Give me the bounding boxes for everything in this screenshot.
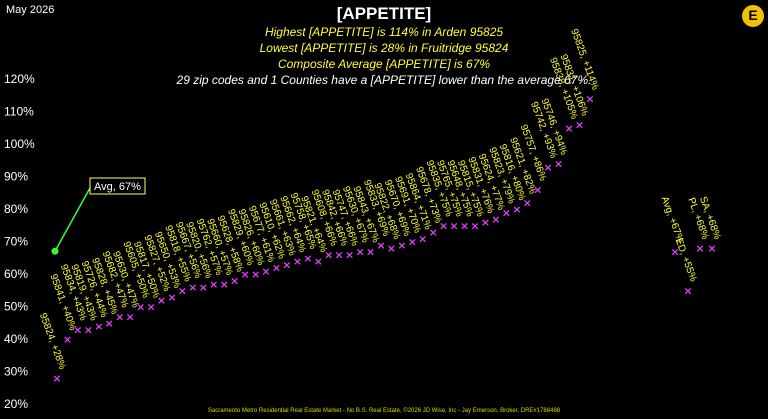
data-point-marker: ×	[335, 249, 344, 262]
data-point-marker: ×	[146, 301, 155, 314]
data-point-marker: ×	[94, 320, 103, 333]
data-point-marker: ×	[126, 310, 135, 323]
data-point-marker: ×	[502, 206, 511, 219]
y-tick-label: 30%	[4, 365, 28, 379]
data-point-marker: ×	[429, 226, 438, 239]
y-tick-label: 20%	[4, 397, 28, 411]
data-point-marker: ×	[397, 239, 406, 252]
data-point-marker: ×	[240, 268, 249, 281]
avg-point	[51, 247, 59, 255]
subtitle-average: Composite Average [APPETITE] is 67%	[277, 57, 491, 71]
data-point-marker: ×	[261, 265, 270, 278]
data-point-marker: ×	[554, 158, 563, 171]
logo-letter: E	[748, 7, 758, 23]
data-point-marker: ×	[408, 236, 417, 249]
data-point-marker: ×	[115, 310, 124, 323]
data-point-marker: ×	[178, 284, 187, 297]
data-point-marker: ×	[209, 278, 218, 291]
data-point-marker: ×	[105, 317, 114, 330]
data-point-marker: ×	[449, 219, 458, 232]
data-point-marker: ×	[52, 372, 61, 385]
county-point-marker: ×	[670, 245, 679, 258]
y-tick-label: 70%	[4, 235, 28, 249]
data-point-marker: ×	[575, 119, 584, 132]
data-point-marker: ×	[199, 281, 208, 294]
data-point-marker: ×	[272, 262, 281, 275]
y-tick-label: 90%	[4, 170, 28, 184]
report-date: May 2026	[6, 4, 55, 16]
data-point-marker: ×	[230, 275, 239, 288]
y-tick-label: 110%	[4, 105, 34, 119]
avg-callout-line	[54, 187, 91, 252]
data-point-marker: ×	[512, 203, 521, 216]
y-tick-label: 50%	[4, 300, 28, 314]
data-point-marker: ×	[564, 122, 573, 135]
data-point-marker: ×	[418, 232, 427, 245]
county-point-marker: ×	[707, 242, 716, 255]
subtitle-highest: Highest [APPETITE] is 114% in Arden 9582…	[264, 25, 504, 39]
y-tick-label: 40%	[4, 332, 28, 346]
y-tick-label: 80%	[4, 202, 28, 216]
data-point-marker: ×	[366, 245, 375, 258]
data-point-marker: ×	[491, 213, 500, 226]
data-point-marker: ×	[73, 323, 82, 336]
data-point-marker: ×	[585, 93, 594, 106]
subtitle-count: 29 zip codes and 1 Counties have a [APPE…	[176, 73, 592, 87]
data-point-marker: ×	[387, 242, 396, 255]
county-point-marker: ×	[695, 242, 704, 255]
data-point-marker: ×	[355, 245, 364, 258]
y-tick-label: 120%	[4, 72, 35, 86]
data-point-marker: ×	[324, 249, 333, 262]
footer-credit: Sacramento Metro Residential Real Estate…	[207, 408, 561, 414]
data-point-marker: ×	[251, 268, 260, 281]
county-point-marker: ×	[683, 284, 692, 297]
subtitle-lowest: Lowest [APPETITE] is 28% in Fruitridge 9…	[259, 41, 509, 55]
data-point-marker: ×	[167, 291, 176, 304]
data-point-marker: ×	[460, 219, 469, 232]
data-point-marker: ×	[157, 294, 166, 307]
data-point-marker: ×	[470, 219, 479, 232]
data-point-marker: ×	[293, 255, 302, 268]
chart-title: [APPETITE]	[336, 4, 432, 23]
data-point-marker: ×	[523, 197, 532, 210]
data-point-marker: ×	[481, 216, 490, 229]
data-point-marker: ×	[63, 333, 72, 346]
data-point-marker: ×	[220, 278, 229, 291]
data-point-marker: ×	[439, 219, 448, 232]
data-point-marker: ×	[345, 249, 354, 262]
avg-callout-box	[89, 177, 146, 195]
data-point-marker: ×	[544, 161, 553, 174]
data-point-marker: ×	[188, 281, 197, 294]
logo-icon: E	[741, 4, 765, 28]
data-point-marker: ×	[282, 258, 291, 271]
y-tick-label: 100%	[4, 137, 35, 151]
data-point-marker: ×	[533, 184, 542, 197]
y-tick-label: 60%	[4, 267, 28, 281]
data-point-marker: ×	[376, 239, 385, 252]
data-point-marker: ×	[314, 255, 323, 268]
data-point-marker: ×	[136, 301, 145, 314]
data-point-marker: ×	[303, 252, 312, 265]
avg-callout-label: Avg, 67%	[94, 181, 141, 193]
data-point-marker: ×	[84, 323, 93, 336]
